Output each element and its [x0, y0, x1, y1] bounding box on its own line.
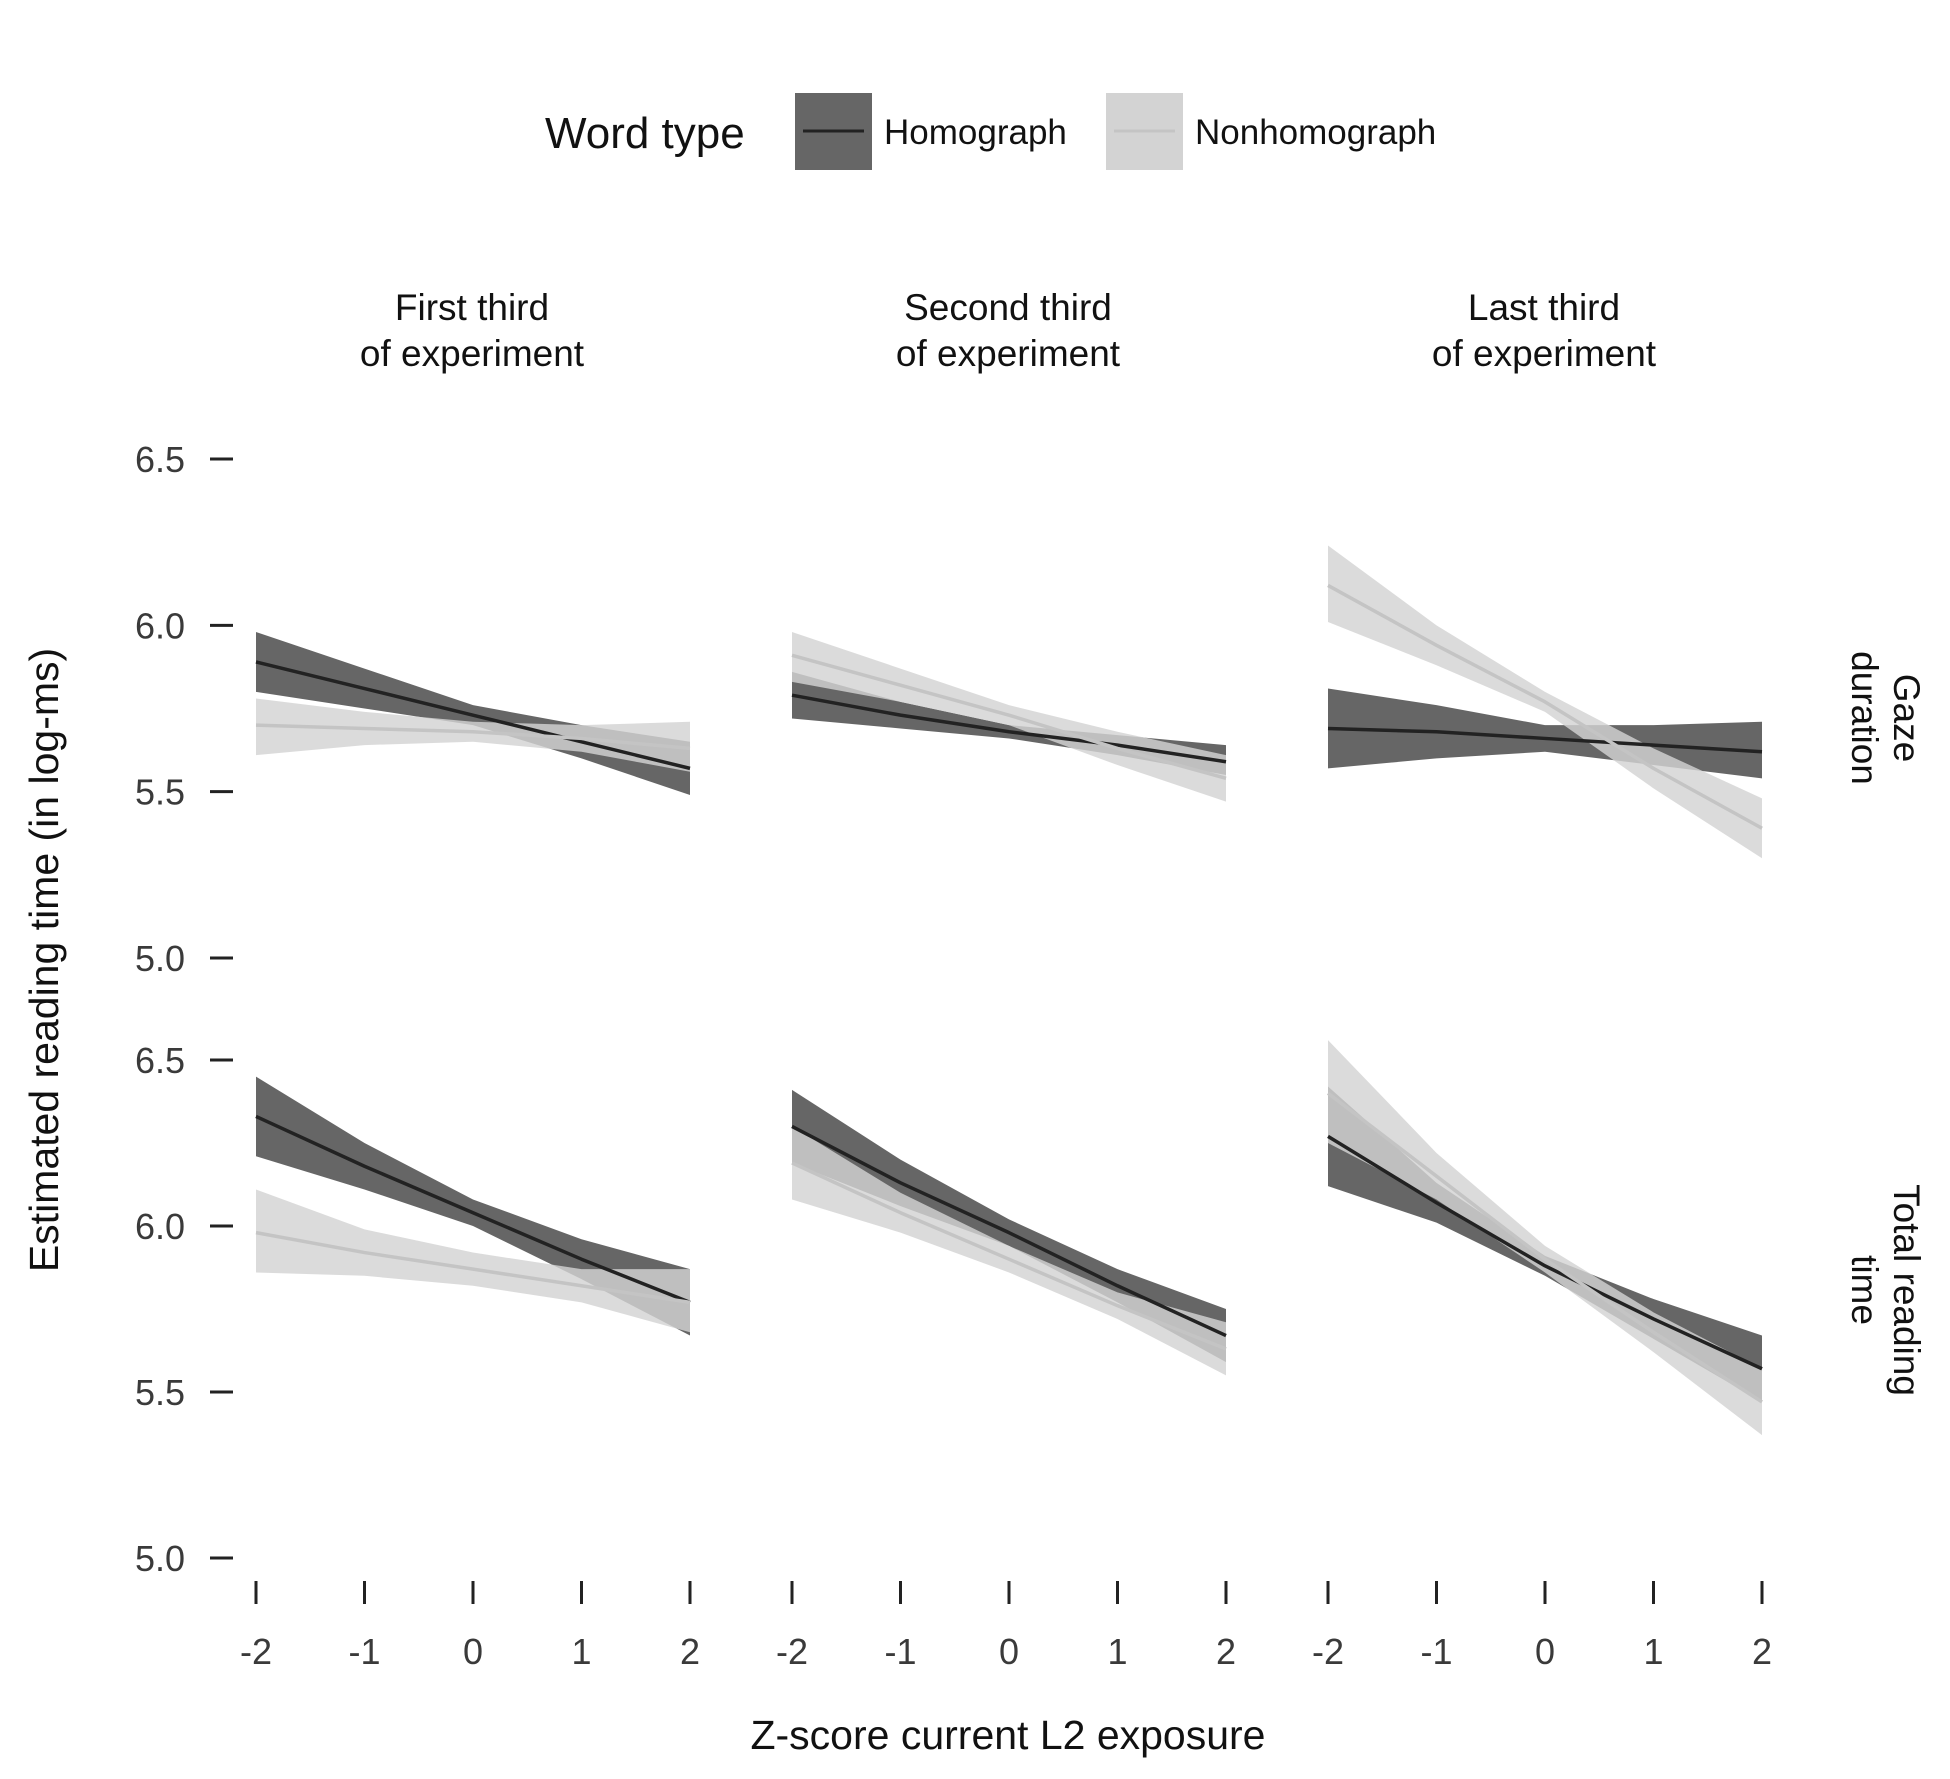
column-label-second-line1: Second third — [904, 287, 1112, 328]
x-axis-title: Z-score current L2 exposure — [750, 1712, 1265, 1758]
y-axis-top-row: 5.0 5.5 6.0 6.5 — [135, 439, 233, 979]
row-label-gaze-line2: duration — [1844, 651, 1885, 785]
y-tick-label: 5.0 — [135, 1538, 185, 1579]
y-tick-label: 6.5 — [135, 1040, 185, 1081]
x-tick-label: -2 — [240, 1631, 272, 1672]
legend-item-nonhomograph: Nonhomograph — [1106, 93, 1436, 170]
x-tick-label: 1 — [571, 1631, 591, 1672]
panel-r1-c1 — [791, 1089, 1227, 1376]
y-tick-label: 6.0 — [135, 605, 185, 646]
fit-line-homograph — [791, 1124, 1227, 1338]
panel-r0-c1 — [791, 631, 1227, 802]
column-strip-last: Last third of experiment — [1432, 287, 1657, 374]
x-tick-label: 0 — [463, 1631, 483, 1672]
confidence-band-nonhomograph — [256, 698, 690, 772]
x-tick-label: 0 — [999, 1631, 1019, 1672]
fit-line-homograph — [1327, 726, 1763, 754]
column-strip-first: First third of experiment — [360, 287, 585, 374]
fit-line-homograph — [255, 1114, 691, 1304]
column-label-last-line2: of experiment — [1432, 333, 1657, 374]
fit-line-nonhomograph — [255, 1230, 691, 1305]
x-tick-label: 1 — [1107, 1631, 1127, 1672]
column-label-first-line2: of experiment — [360, 333, 585, 374]
x-tick-label: 1 — [1643, 1631, 1663, 1672]
panel-r1-c0 — [255, 1076, 691, 1336]
y-axis-title: Estimated reading time (in log-ms) — [21, 648, 67, 1272]
fit-line-nonhomograph — [791, 1161, 1227, 1351]
legend-title: Word type — [545, 109, 745, 158]
fit-line-nonhomograph — [255, 723, 691, 751]
x-tick-label: 2 — [1216, 1631, 1236, 1672]
plot-panels — [255, 545, 1763, 1436]
fit-line-homograph — [255, 660, 691, 771]
row-strip-total: Total reading time — [1844, 1184, 1927, 1396]
confidence-band-nonhomograph — [792, 1126, 1226, 1376]
legend-label-homograph: Homograph — [884, 113, 1067, 152]
column-label-last-line1: Last third — [1468, 287, 1620, 328]
x-axis-first: -2 -1 0 1 2 — [240, 1581, 700, 1672]
confidence-band-nonhomograph — [1328, 1040, 1762, 1436]
y-tick-label: 5.5 — [135, 1372, 185, 1413]
x-tick-label: -1 — [884, 1631, 916, 1672]
row-label-total-line1: Total reading — [1886, 1184, 1927, 1396]
row-label-total-line2: time — [1844, 1255, 1885, 1325]
fit-line-nonhomograph — [791, 653, 1227, 781]
confidence-band-nonhomograph — [256, 1189, 690, 1333]
y-axis-bottom-row: 5.0 5.5 6.0 6.5 — [135, 1040, 233, 1579]
x-axis-second: -2 -1 0 1 2 — [776, 1581, 1236, 1672]
legend-label-nonhomograph: Nonhomograph — [1195, 113, 1436, 152]
panel-r0-c2 — [1327, 545, 1763, 859]
x-axis-last: -2 -1 0 1 2 — [1312, 1581, 1772, 1672]
x-tick-label: -2 — [776, 1631, 808, 1672]
panel-r0-c0 — [255, 631, 691, 795]
x-tick-label: 2 — [680, 1631, 700, 1672]
row-label-gaze-line1: Gaze — [1886, 674, 1927, 762]
column-label-second-line2: of experiment — [896, 333, 1121, 374]
fit-line-homograph — [1327, 1134, 1763, 1371]
x-tick-label: -1 — [1420, 1631, 1452, 1672]
panel-r1-c2 — [1326, 1040, 1763, 1436]
y-tick-label: 5.5 — [135, 772, 185, 813]
x-tick-label: 2 — [1752, 1631, 1772, 1672]
y-tick-label: 5.0 — [135, 938, 185, 979]
row-strip-gaze: Gaze duration — [1844, 651, 1927, 785]
legend-item-homograph: Homograph — [795, 93, 1067, 170]
x-tick-label: 0 — [1535, 1631, 1555, 1672]
x-tick-label: -2 — [1312, 1631, 1344, 1672]
x-tick-label: -1 — [348, 1631, 380, 1672]
column-label-first-line1: First third — [395, 287, 549, 328]
column-strip-second: Second third of experiment — [896, 287, 1121, 374]
fit-line-nonhomograph — [1326, 1091, 1763, 1404]
fit-line-homograph — [791, 693, 1227, 764]
y-tick-label: 6.5 — [135, 439, 185, 480]
fit-line-nonhomograph — [1327, 583, 1763, 830]
y-tick-label: 6.0 — [135, 1206, 185, 1247]
legend: Word type Homograph Nonhomograph — [545, 93, 1436, 170]
